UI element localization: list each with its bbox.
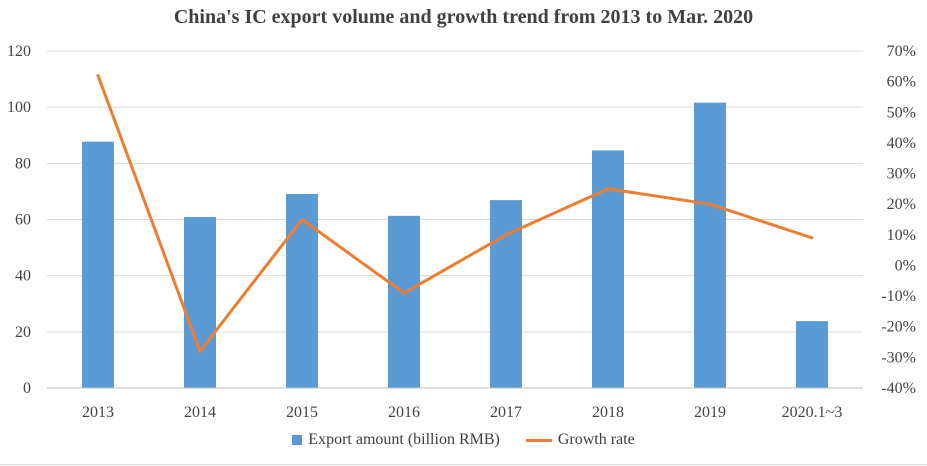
line-point (708, 202, 712, 206)
bar (184, 216, 216, 388)
y-left-tick-label: 100 (7, 99, 31, 116)
y-right-tick-label: 10% (887, 227, 916, 244)
bar-series (82, 102, 828, 388)
bar (796, 321, 828, 388)
y-left-tick-label: 0 (23, 380, 31, 397)
x-tick-label: 2014 (184, 404, 216, 421)
x-tick-label: 2017 (490, 404, 522, 421)
legend-label-export: Export amount (billion RMB) (308, 431, 500, 448)
bar (286, 193, 318, 388)
bar (592, 150, 624, 388)
line-point (810, 236, 814, 240)
legend-swatch-line (525, 438, 552, 442)
legend-item-growth[interactable]: Growth rate (525, 431, 635, 449)
y-right-tick-label: 40% (887, 135, 916, 152)
x-tick-label: 2016 (388, 404, 420, 421)
line-point (300, 218, 304, 221)
bottom-divider (0, 464, 927, 465)
y-right-tick-label: -10% (881, 288, 916, 305)
bar (388, 215, 420, 388)
legend-item-export[interactable]: Export amount (billion RMB) (292, 431, 500, 449)
x-tick-label: 2019 (694, 404, 726, 421)
y-right-tick-label: 0% (895, 257, 916, 274)
gridlines (47, 50, 863, 333)
y-right-tick-label: 60% (887, 74, 916, 91)
y-right-tick-label: 30% (887, 166, 916, 183)
line-point (96, 74, 100, 78)
y-left-tick-label: 80 (15, 155, 31, 172)
y-left-tick-label: 120 (7, 43, 31, 60)
y-right-tick-label: -40% (881, 380, 916, 397)
line-series (96, 74, 814, 353)
y-right-tick-label: 50% (887, 104, 916, 121)
y-left-tick-label: 60 (15, 212, 31, 229)
legend-swatch-bar (292, 435, 303, 445)
y-right-tick-label: -20% (881, 319, 916, 336)
line-point (198, 349, 202, 353)
growth-rate-line (96, 74, 813, 353)
line-point (402, 291, 406, 295)
x-tick-label: 2018 (592, 404, 624, 421)
line-point (606, 187, 610, 191)
axes: 0 20 40 60 80 100 120 -40% -30% -20% -10% 0% 10% 20% 3… (7, 43, 916, 421)
bar (82, 141, 114, 388)
legend: Export amount (billion RMB) Growth rate (0, 431, 927, 449)
chart-title: China's IC export volume and growth tren… (173, 6, 754, 28)
x-tick-label: 2013 (82, 404, 114, 421)
y-right-tick-label: 20% (887, 196, 916, 213)
x-tick-label: 2015 (286, 404, 318, 421)
y-right-tick-label: 70% (887, 43, 916, 60)
y-right-tick-label: -30% (881, 349, 916, 366)
y-left-tick-label: 40 (15, 268, 31, 285)
y-left-tick-label: 20 (15, 324, 31, 341)
legend-label-growth: Growth rate (557, 431, 635, 448)
x-tick-label: 2020.1~3 (782, 404, 843, 421)
line-point (504, 233, 508, 237)
bar (694, 102, 726, 388)
